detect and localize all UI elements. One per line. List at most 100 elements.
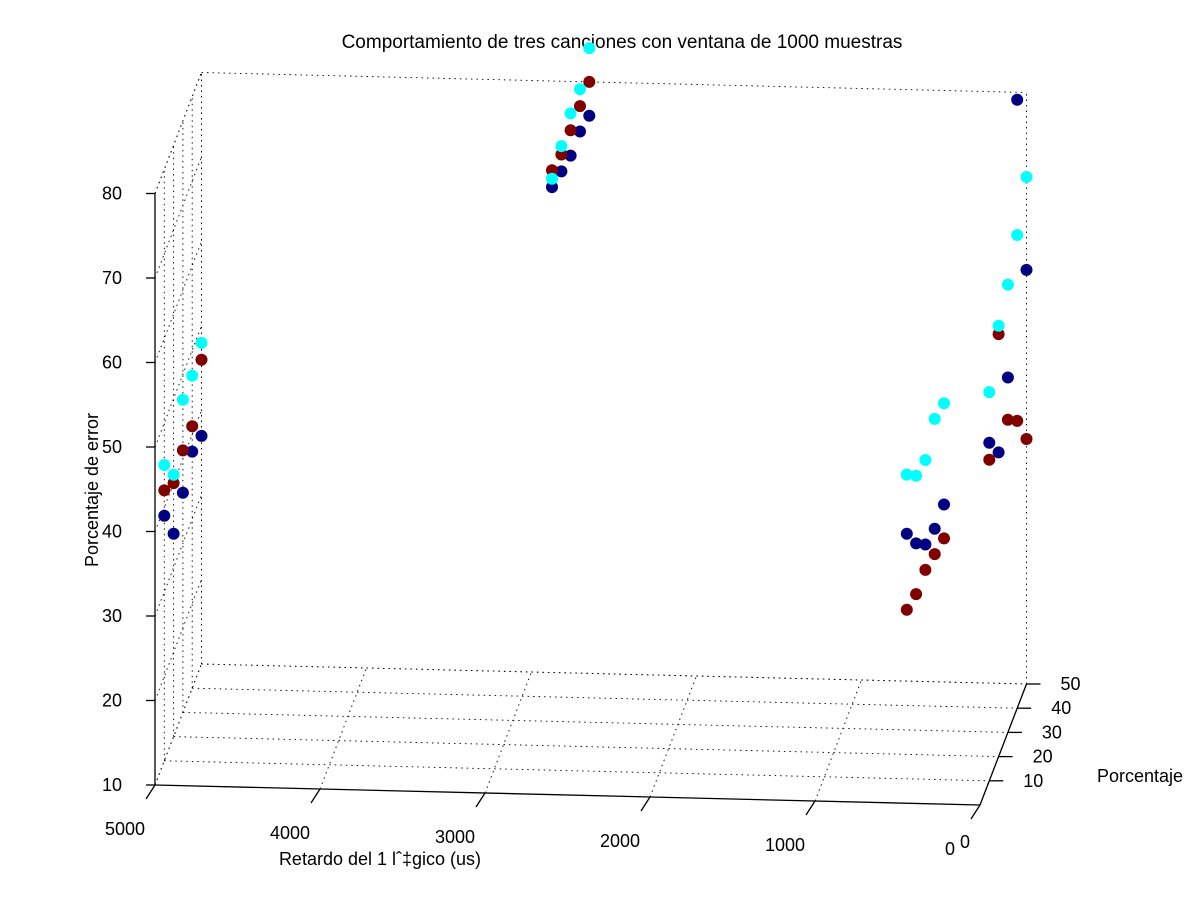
- data-point-series-1: [938, 498, 950, 511]
- data-point-series-1: [1020, 263, 1033, 276]
- data-point-series-3: [176, 393, 189, 406]
- wall-grid-z: [154, 156, 202, 279]
- y-tick-label: 50: [1061, 674, 1081, 694]
- wall-grid-z: [154, 241, 202, 363]
- data-point-series-3: [983, 386, 996, 399]
- data-point-series-1: [583, 109, 596, 122]
- data-point-series-3: [900, 468, 913, 481]
- floor-grid-x: [484, 671, 532, 794]
- y-axis-label: Porcentaje: [1097, 766, 1183, 786]
- z-tick-label: 70: [102, 268, 122, 288]
- data-point-series-2: [186, 420, 199, 433]
- z-tick-label: 50: [102, 437, 122, 457]
- box-edge: [201, 72, 1027, 93]
- z-tick-label: 20: [102, 691, 122, 711]
- z-axis-label: Porcentaje de error: [82, 413, 102, 567]
- x-tick-mark: [310, 788, 321, 804]
- data-point-series-1: [158, 509, 171, 522]
- x-tick-label: 0: [945, 839, 955, 859]
- data-point-series-1: [900, 527, 913, 540]
- data-point-series-1: [555, 165, 568, 178]
- data-point-series-3: [992, 319, 1005, 332]
- x-tick-mark: [805, 800, 816, 816]
- data-point-series-1: [1011, 93, 1024, 106]
- x-axis-label: Retardo del 1 lˆ‡gico (us): [279, 849, 481, 869]
- y-tick-label: 20: [1033, 747, 1053, 767]
- data-point-series-2: [167, 477, 180, 490]
- data-point-series-2: [900, 603, 913, 616]
- z-tick-label: 30: [102, 606, 122, 626]
- data-point-series-2: [195, 353, 208, 366]
- y-tick-label: 0: [960, 832, 970, 852]
- axis-lines: [145, 192, 1041, 820]
- x-tick-label: 3000: [435, 827, 475, 847]
- data-point-series-2: [176, 444, 189, 457]
- data-point-series-2: [983, 453, 996, 466]
- x-tick-label: 4000: [270, 823, 310, 843]
- data-point-series-3: [1011, 229, 1024, 241]
- data-point-series-2: [938, 532, 950, 545]
- floor-grid-y: [201, 663, 1027, 685]
- x-tick-label: 2000: [600, 831, 640, 851]
- data-point-series-2: [583, 75, 596, 88]
- data-point-series-1: [919, 538, 932, 551]
- data-point-series-3: [186, 369, 199, 382]
- floor-grid-y: [192, 687, 1018, 709]
- data-point-series-2: [1011, 414, 1024, 427]
- data-points: [158, 42, 1033, 616]
- floor-grid-y: [182, 711, 1008, 733]
- data-point-series-3: [546, 172, 558, 185]
- data-point-series-3: [928, 412, 941, 425]
- data-point-series-3: [583, 42, 596, 55]
- data-point-series-1: [195, 429, 208, 442]
- y-tick-label: 40: [1051, 698, 1071, 718]
- data-point-series-1: [983, 436, 996, 449]
- data-point-series-3: [555, 140, 568, 153]
- data-point-series-2: [928, 548, 941, 561]
- data-point-series-3: [919, 454, 932, 466]
- floor-grid-y: [173, 736, 999, 758]
- x-axis-line: [154, 784, 981, 806]
- z-tick-label: 80: [102, 184, 122, 204]
- z-tick-label: 40: [102, 522, 122, 542]
- wall-grid-z: [154, 72, 202, 194]
- z-tick-label: 10: [102, 775, 122, 795]
- data-point-series-3: [938, 397, 950, 410]
- z-tick-label: 60: [102, 353, 122, 373]
- axes-box: [154, 72, 1027, 806]
- data-point-series-3: [158, 459, 171, 471]
- tick-labels: 5000 4000 3000 2000 1000 0 10 20 30 40 50 0 10 20 30 40…: [102, 184, 1081, 860]
- data-point-series-2: [158, 484, 171, 497]
- chart-title: Comportamiento de tres canciones con ven…: [342, 32, 903, 53]
- data-point-series-1: [910, 537, 923, 550]
- data-point-series-1: [928, 522, 941, 535]
- x-tick-mark: [475, 792, 486, 808]
- data-point-series-2: [1001, 413, 1014, 426]
- wall-grid-z: [154, 663, 202, 786]
- x-tick-mark: [640, 796, 651, 812]
- data-point-series-3: [167, 468, 180, 481]
- data-point-series-2: [1020, 433, 1033, 445]
- grid-lines: [154, 72, 1027, 806]
- wall-grid-z: [154, 579, 202, 701]
- x-tick-label: 1000: [765, 835, 805, 855]
- x-tick-mark: [970, 804, 981, 820]
- floor-grid-x: [649, 675, 697, 798]
- data-point-series-3: [574, 83, 586, 96]
- data-point-series-3: [1020, 171, 1033, 183]
- data-point-series-3: [564, 107, 577, 120]
- data-point-series-2: [992, 328, 1005, 341]
- data-point-series-2: [910, 588, 923, 601]
- data-point-series-2: [546, 164, 558, 177]
- data-point-series-3: [910, 469, 923, 482]
- data-point-series-1: [574, 125, 586, 138]
- y-axis-line: [979, 683, 1028, 806]
- data-point-series-1: [186, 445, 199, 458]
- x-tick-label: 5000: [105, 819, 145, 839]
- data-point-series-2: [574, 100, 586, 113]
- data-point-series-1: [176, 486, 189, 499]
- data-point-series-3: [1001, 278, 1014, 291]
- data-point-series-1: [546, 181, 558, 194]
- y-tick-label: 10: [1023, 771, 1043, 791]
- floor-grid-x: [319, 667, 367, 790]
